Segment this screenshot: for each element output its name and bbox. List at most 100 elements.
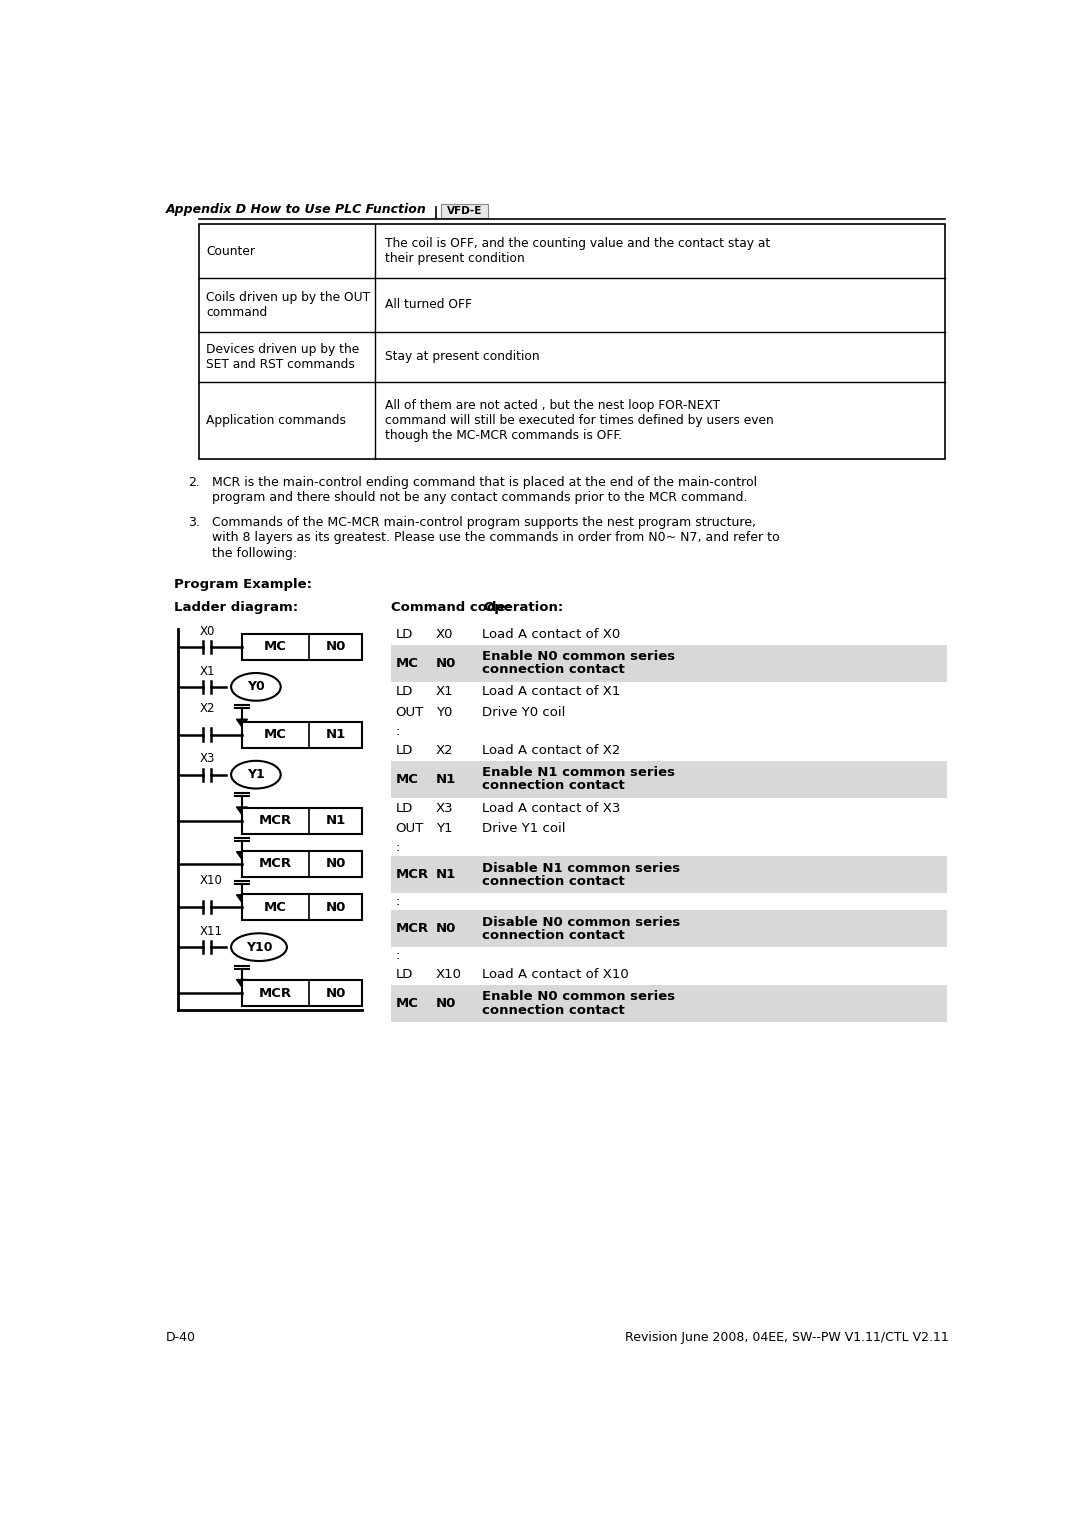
Text: with 8 layers as its greatest. Please use the commands in order from N0~ N7, and: with 8 layers as its greatest. Please us…	[213, 531, 780, 545]
Text: Y1: Y1	[247, 769, 265, 781]
Text: N0: N0	[325, 858, 346, 870]
Text: MCR: MCR	[259, 858, 293, 870]
Polygon shape	[237, 894, 247, 902]
Polygon shape	[237, 807, 247, 815]
Text: connection contact: connection contact	[482, 874, 625, 888]
Text: VFD-E: VFD-E	[447, 206, 482, 216]
Text: MCR: MCR	[395, 922, 429, 936]
Text: Disable N0 common series: Disable N0 common series	[482, 916, 680, 928]
Text: MCR: MCR	[259, 815, 293, 827]
Text: Appendix D How to Use PLC Function: Appendix D How to Use PLC Function	[166, 204, 427, 216]
Text: MC: MC	[265, 729, 287, 741]
Text: Load A contact of X3: Load A contact of X3	[482, 802, 621, 815]
Text: :: :	[395, 726, 400, 738]
Bar	[242, 980, 362, 1006]
Text: Y0: Y0	[247, 681, 265, 693]
Text: X2: X2	[200, 701, 216, 715]
Polygon shape	[237, 851, 247, 859]
Text: MC: MC	[265, 900, 287, 914]
Text: N0: N0	[325, 900, 346, 914]
Polygon shape	[237, 719, 247, 727]
Text: :: :	[395, 950, 400, 962]
Text: Revision June 2008, 04EE, SW--PW V1.11/CTL V2.11: Revision June 2008, 04EE, SW--PW V1.11/C…	[625, 1330, 948, 1344]
Text: Load A contact of X0: Load A contact of X0	[482, 627, 620, 641]
Polygon shape	[237, 980, 247, 988]
Text: Y1: Y1	[435, 822, 453, 836]
Text: MC: MC	[265, 640, 287, 653]
Text: X11: X11	[200, 925, 224, 937]
Text: X3: X3	[435, 802, 454, 815]
Text: connection contact: connection contact	[482, 663, 625, 676]
Text: N1: N1	[435, 868, 456, 881]
Text: Y10: Y10	[246, 940, 272, 954]
Text: LD: LD	[395, 802, 413, 815]
Text: Application commands: Application commands	[206, 414, 347, 426]
Text: 2.: 2.	[188, 476, 200, 489]
Bar	[391, 856, 947, 893]
Text: Program Example:: Program Example:	[174, 577, 312, 591]
Text: Operation:: Operation:	[484, 601, 564, 614]
Text: Devices driven up by the
SET and RST commands: Devices driven up by the SET and RST com…	[206, 344, 360, 371]
Bar	[242, 634, 362, 660]
Text: OUT: OUT	[395, 822, 423, 836]
Text: X0: X0	[435, 627, 454, 641]
Text: Commands of the MC-MCR main-control program supports the nest program structure,: Commands of the MC-MCR main-control prog…	[213, 515, 756, 529]
Text: N0: N0	[435, 657, 456, 669]
Text: Ladder diagram:: Ladder diagram:	[174, 601, 298, 614]
Text: Load A contact of X10: Load A contact of X10	[482, 968, 629, 980]
Text: LD: LD	[395, 627, 413, 641]
Text: D-40: D-40	[166, 1330, 195, 1344]
Text: MC: MC	[395, 657, 418, 669]
Text: LD: LD	[395, 686, 413, 698]
Text: All turned OFF: All turned OFF	[384, 299, 472, 311]
Text: The coil is OFF, and the counting value and the contact stay at
their present co: The coil is OFF, and the counting value …	[384, 238, 770, 265]
Text: :: :	[395, 896, 400, 908]
Text: connection contact: connection contact	[482, 779, 625, 793]
Text: Y0: Y0	[435, 706, 453, 719]
Text: the following:: the following:	[213, 546, 298, 560]
Text: Command code:: Command code:	[391, 601, 511, 614]
Text: Disable N1 common series: Disable N1 common series	[482, 862, 680, 874]
Bar	[242, 808, 362, 834]
Text: N0: N0	[325, 640, 346, 653]
Text: N1: N1	[325, 815, 346, 827]
Bar	[242, 721, 362, 747]
Text: N1: N1	[325, 729, 346, 741]
Bar	[391, 985, 947, 1022]
Bar	[391, 910, 947, 946]
Bar	[242, 894, 362, 920]
Text: MCR is the main-control ending command that is placed at the end of the main-con: MCR is the main-control ending command t…	[213, 476, 758, 489]
Text: connection contact: connection contact	[482, 1003, 625, 1017]
Text: OUT: OUT	[395, 706, 423, 719]
Text: MCR: MCR	[395, 868, 429, 881]
Text: X2: X2	[435, 744, 454, 756]
Bar	[242, 851, 362, 877]
Text: connection contact: connection contact	[482, 928, 625, 942]
Text: X10: X10	[435, 968, 462, 980]
Text: X1: X1	[435, 686, 454, 698]
Text: Coils driven up by the OUT
command: Coils driven up by the OUT command	[206, 291, 370, 319]
Text: X1: X1	[200, 664, 216, 678]
Text: Enable N0 common series: Enable N0 common series	[482, 650, 675, 663]
Text: X3: X3	[200, 753, 216, 765]
Text: N1: N1	[435, 773, 456, 785]
Text: LD: LD	[395, 968, 413, 980]
Text: :: :	[395, 841, 400, 854]
Text: program and there should not be any contact commands prior to the MCR command.: program and there should not be any cont…	[213, 491, 748, 505]
Bar	[441, 204, 488, 218]
Text: All of them are not acted , but the nest loop FOR-NEXT
command will still be exe: All of them are not acted , but the nest…	[384, 399, 773, 442]
Bar	[391, 644, 947, 681]
Text: 3.: 3.	[188, 515, 200, 529]
Text: LD: LD	[395, 744, 413, 756]
Text: X10: X10	[200, 874, 222, 887]
Bar	[199, 224, 945, 459]
Text: Counter: Counter	[206, 244, 255, 258]
Text: Enable N1 common series: Enable N1 common series	[482, 765, 675, 779]
Text: Load A contact of X2: Load A contact of X2	[482, 744, 621, 756]
Text: MC: MC	[395, 997, 418, 1009]
Text: Stay at present condition: Stay at present condition	[384, 350, 539, 364]
Text: MC: MC	[395, 773, 418, 785]
Text: N0: N0	[435, 997, 456, 1009]
Text: Drive Y0 coil: Drive Y0 coil	[482, 706, 566, 719]
Text: N0: N0	[435, 922, 456, 936]
